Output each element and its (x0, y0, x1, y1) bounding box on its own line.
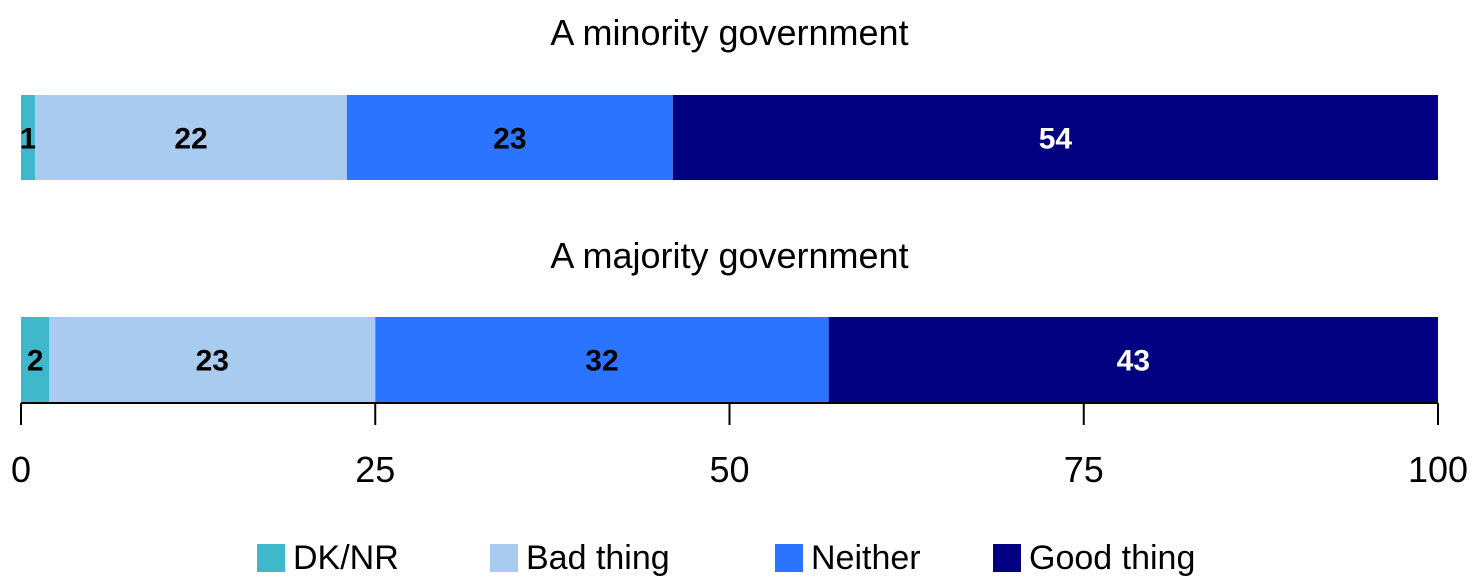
x-tick-label-1: 25 (355, 449, 395, 490)
legend-swatch-neither (775, 544, 803, 572)
legend-swatch-dk-nr (257, 544, 285, 572)
data-label-neither-1: 32 (585, 345, 618, 378)
legend-label-dk-nr: DK/NR (293, 538, 399, 577)
x-tick-label-3: 75 (1064, 449, 1104, 490)
legend-item-dk-nr: DK/NR (257, 536, 399, 580)
data-label-good-thing-1: 43 (1117, 345, 1150, 378)
legend-label-good-thing: Good thing (1029, 538, 1196, 577)
category-title-1: A majority government (550, 235, 908, 276)
legend-label-neither: Neither (811, 538, 921, 577)
data-label-dk-nr-0: 1 (20, 123, 37, 156)
bar-neither-0 (346, 95, 673, 180)
bar-bad-thing-0 (35, 95, 347, 180)
legend-swatch-bad-thing (490, 544, 518, 572)
data-label-bad-thing-0: 22 (174, 123, 207, 156)
x-tick-label-0: 0 (11, 449, 31, 490)
legend-label-bad-thing: Bad thing (526, 538, 670, 577)
bar-bad-thing-1 (49, 317, 376, 402)
data-label-dk-nr-1: 2 (27, 345, 44, 378)
bar-good-thing-1 (828, 317, 1438, 402)
legend-item-bad-thing: Bad thing (490, 536, 670, 580)
bar-dk-nr-1 (21, 317, 50, 402)
data-label-neither-0: 23 (493, 123, 526, 156)
bar-dk-nr-0 (21, 95, 36, 180)
bar-neither-1 (375, 317, 829, 402)
x-tick-label-2: 50 (709, 449, 749, 490)
data-label-good-thing-0: 54 (1039, 123, 1073, 156)
legend-item-good-thing: Good thing (993, 536, 1195, 580)
legend-item-neither: Neither (775, 536, 921, 580)
data-label-bad-thing-1: 23 (196, 345, 229, 378)
chart-legend: DK/NR Bad thing Neither Good thing (0, 536, 1483, 580)
x-tick-label-4: 100 (1408, 449, 1468, 490)
legend-swatch-good-thing (993, 544, 1021, 572)
stacked-bar-chart: A minority government 1 22 23 54 A majority g… (11, 12, 1468, 490)
category-title-0: A minority government (550, 12, 908, 53)
bar-good-thing-0 (672, 95, 1438, 180)
